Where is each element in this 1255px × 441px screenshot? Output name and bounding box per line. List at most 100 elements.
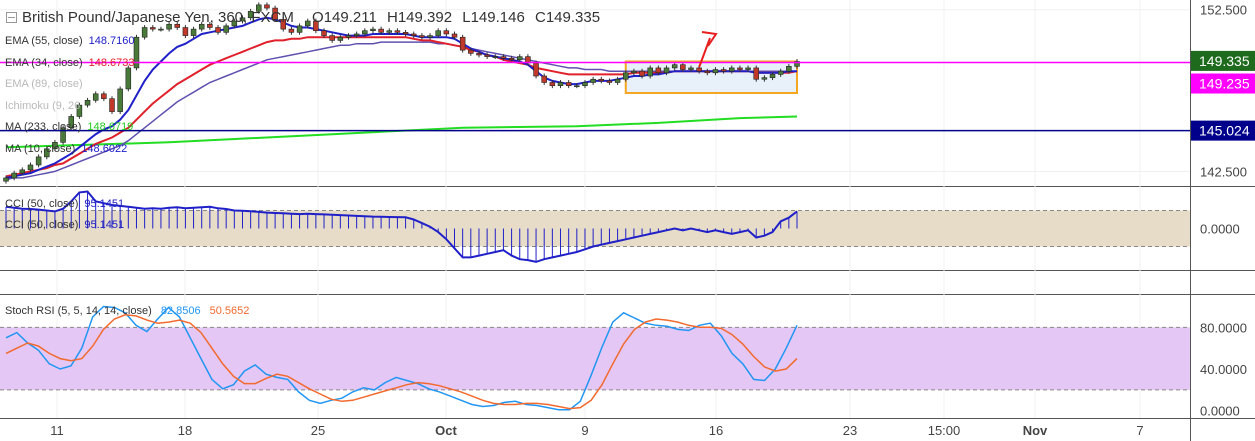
candle-body (353, 33, 360, 36)
candle-body (68, 116, 74, 129)
stoch-legend[interactable]: Stoch RSI (5, 5, 14, 14, close) 82.8506 … (5, 304, 249, 318)
stoch-y-tick-label: 0.0000 (1200, 404, 1240, 419)
breakout-arrow (698, 37, 711, 68)
candle-body (198, 23, 205, 30)
candle-body (247, 11, 254, 19)
candle-body (549, 82, 556, 87)
candle-body (769, 74, 776, 78)
candle-body (174, 23, 180, 28)
candle-body (753, 67, 759, 80)
candle-body (484, 54, 490, 57)
candle-body (476, 53, 482, 56)
candle-body (402, 32, 409, 35)
stoch-label: Stoch RSI (5, 5, 14, 14, close) (5, 305, 152, 317)
indicator-label: EMA (89, close) (5, 78, 83, 90)
indicator-legend-item[interactable]: EMA (34, close) 148.6733 (5, 56, 135, 70)
indicator-value: 148.6733 (88, 56, 135, 69)
indicator-legend-item[interactable]: MA (10, close) 148.6022 (5, 142, 127, 156)
stoch-k-line (5, 305, 798, 411)
low-value: 149.146 (470, 9, 525, 26)
candle-body (3, 177, 9, 182)
price-tag-label: 145.024 (1199, 123, 1250, 139)
cci-line (5, 190, 798, 263)
high-value: 149.392 (397, 9, 453, 26)
candle-body (500, 56, 507, 59)
candle-body (516, 56, 523, 61)
candle-body (663, 67, 670, 74)
candle-body (370, 28, 376, 32)
candle-body (166, 23, 172, 30)
x-tick-label: 9 (581, 423, 588, 438)
indicator-legend-item[interactable]: MA (233, close) 148.6719 (5, 120, 133, 134)
candle-body (321, 30, 327, 36)
candle-body (386, 30, 393, 33)
candle-body (264, 4, 270, 9)
x-tick-label: 16 (709, 423, 723, 438)
x-tick-label: Nov (1023, 423, 1048, 438)
candle-body (459, 36, 466, 51)
candle-body (468, 49, 474, 54)
candle-body (712, 69, 719, 74)
indicator-legend-item[interactable]: EMA (89, close) (5, 77, 89, 91)
indicator-legend-item[interactable]: Ichimoku (9, 26 (5, 99, 86, 113)
candle-body (207, 23, 213, 28)
indicator-legend-item[interactable]: EMA (55, close) 148.7160 (5, 34, 135, 48)
price-tag-label: 149.235 (1199, 76, 1250, 92)
cci-legend-item[interactable]: CCI (50, close) 95.1451 (5, 197, 124, 211)
candle-body (590, 78, 596, 83)
candle-body (655, 67, 662, 74)
close-label: C (534, 9, 546, 26)
stoch-band (0, 327, 1190, 390)
candle-body (704, 70, 711, 74)
stoch-d-value: 50.5652 (209, 305, 250, 317)
low-label: L (462, 9, 471, 26)
candle-body (378, 28, 384, 33)
candle-body (141, 27, 148, 38)
candle-body (427, 35, 433, 38)
candle-body (329, 35, 335, 41)
close-value: 149.335 (545, 9, 601, 26)
ohlc-readout: O149.211 H149.392 L149.146 C149.335 (306, 9, 600, 26)
indicator-label: Ichimoku (9, 26 (5, 99, 81, 112)
collapse-legend-icon[interactable] (6, 11, 17, 23)
cci-legend-item[interactable]: CCI (50, close) 95.1451 (5, 218, 124, 232)
candle-body (443, 30, 450, 35)
candle-body (150, 27, 156, 30)
candle-body (394, 30, 401, 33)
candle-body (565, 82, 572, 87)
x-tick-label: 11 (50, 423, 64, 438)
candle-body (606, 80, 613, 83)
candle-body (272, 7, 278, 20)
x-tick-label: 7 (1136, 423, 1143, 438)
candle-body (304, 20, 311, 27)
candle-body (52, 142, 58, 150)
candle-body (451, 33, 458, 38)
x-tick-label: Oct (435, 423, 457, 438)
candle-body (337, 36, 344, 41)
candle-body (11, 172, 17, 179)
candle-body (296, 25, 303, 33)
candle-body (631, 70, 637, 74)
high-label: H (386, 9, 398, 26)
y-tick-label: 152.500 (1200, 3, 1247, 18)
price-tag (1191, 120, 1255, 141)
candle-body (541, 75, 547, 83)
candle-body (647, 67, 653, 77)
candle-body (720, 69, 727, 72)
candle-body (786, 66, 792, 72)
indicator-value: 148.7160 (88, 35, 135, 47)
candle-body (313, 20, 319, 32)
candle-body (158, 28, 164, 31)
candle-body (745, 67, 751, 70)
candle-body (35, 156, 42, 166)
candle-body (190, 28, 197, 36)
candle-body (688, 67, 694, 70)
candle-body (239, 17, 246, 22)
x-tick-label: 18 (178, 423, 192, 438)
candle-body (582, 82, 588, 87)
candle-body (76, 104, 83, 117)
candle-body (533, 62, 539, 77)
x-tick-label: 15:00 (928, 423, 961, 438)
candle-body (44, 148, 50, 158)
